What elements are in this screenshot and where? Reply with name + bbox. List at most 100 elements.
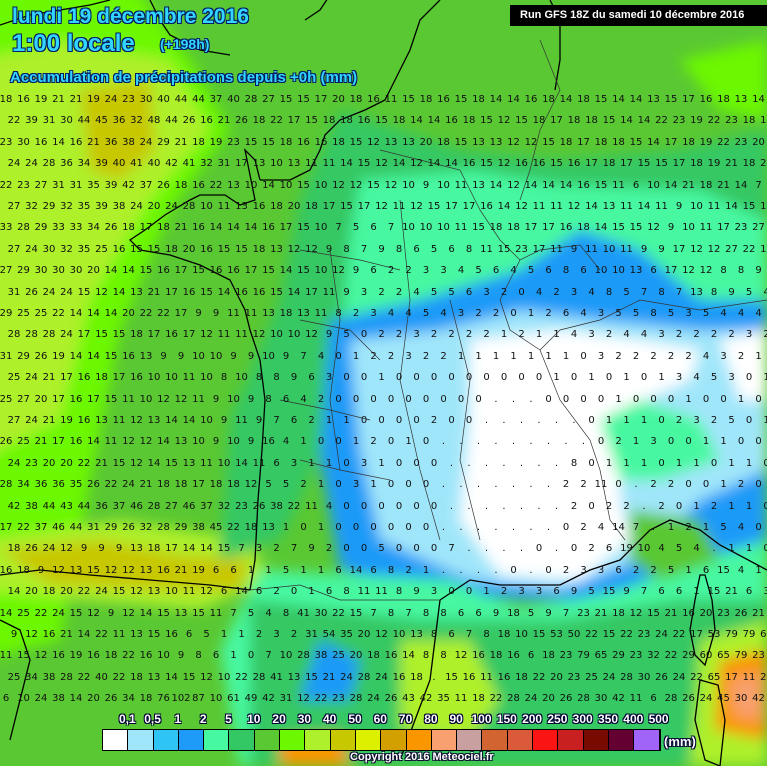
- grid-value: 1: [318, 522, 324, 534]
- grid-value: 0: [606, 372, 612, 384]
- grid-value: 44: [78, 115, 91, 127]
- grid-value: 24: [603, 672, 616, 684]
- grid-value: 5: [343, 329, 349, 341]
- grid-value: 16: [480, 201, 493, 213]
- grid-value: 20: [550, 672, 563, 684]
- grid-value: 15: [218, 244, 231, 256]
- grid-value: 17: [288, 115, 301, 127]
- grid-value: 6: [186, 629, 192, 641]
- grid-value: 18: [612, 608, 625, 620]
- grid-value: 13: [130, 629, 143, 641]
- grid-value: 1: [763, 372, 767, 384]
- grid-value: 21: [70, 94, 83, 106]
- grid-value: 3: [405, 351, 411, 363]
- grid-value: 1: [623, 372, 629, 384]
- grid-value: 28: [183, 201, 196, 213]
- grid-value: 3: [326, 372, 332, 384]
- grid-value: 4: [703, 351, 709, 363]
- grid-value: 0: [440, 394, 446, 406]
- grid-value: 2: [606, 501, 612, 513]
- grid-empty-marker: .: [512, 522, 515, 534]
- grid-value: 18: [130, 329, 143, 341]
- grid-value: 7: [755, 180, 761, 192]
- grid-value: 17: [673, 244, 686, 256]
- grid-value: 15: [630, 222, 643, 234]
- grid-value: 0: [763, 458, 767, 470]
- grid-value: 17: [175, 265, 188, 277]
- grid-value: 15: [140, 265, 153, 277]
- grid-value: 1: [423, 565, 429, 577]
- grid-value: 0: [431, 458, 437, 470]
- grid-value: 17: [87, 394, 100, 406]
- grid-value: 13: [262, 308, 275, 320]
- grid-value: 23: [122, 94, 135, 106]
- grid-empty-marker: .: [502, 501, 505, 513]
- grid-value: 23: [638, 629, 651, 641]
- grid-value: 4: [588, 287, 594, 299]
- grid-value: 5: [283, 479, 289, 491]
- grid-value: 1: [475, 351, 481, 363]
- grid-value: 16: [297, 137, 310, 149]
- grid-value: 30: [315, 608, 328, 620]
- grid-value: 27: [0, 265, 12, 277]
- grid-empty-marker: .: [442, 565, 445, 577]
- grid-empty-marker: .: [555, 415, 558, 427]
- grid-value: 17: [533, 244, 546, 256]
- grid-value: 20: [700, 608, 713, 620]
- grid-value: 22: [655, 115, 668, 127]
- grid-value: 0: [335, 351, 341, 363]
- grid-value: 13: [472, 180, 485, 192]
- grid-value: 1: [405, 436, 411, 448]
- grid-value: 24: [375, 672, 388, 684]
- grid-value: 13: [148, 672, 161, 684]
- grid-value: 26: [105, 222, 118, 234]
- grid-value: 15: [717, 565, 730, 577]
- grid-value: 0: [413, 543, 419, 555]
- grid-value: 10: [402, 222, 415, 234]
- grid-value: 14: [665, 180, 678, 192]
- forecast-time: 1:00 locale: [12, 30, 135, 58]
- grid-value: 11: [210, 608, 223, 620]
- grid-value: 48: [148, 115, 161, 127]
- grid-value: 3: [598, 565, 604, 577]
- grid-value: 2: [685, 522, 691, 534]
- grid-empty-marker: .: [502, 415, 505, 427]
- grid-value: 10: [638, 543, 651, 555]
- grid-value: 10: [262, 351, 275, 363]
- grid-value: 18: [568, 115, 581, 127]
- grid-value: 10: [17, 693, 30, 705]
- grid-value: 0: [483, 372, 489, 384]
- grid-value: 15: [542, 137, 555, 149]
- legend-swatch: [457, 730, 483, 750]
- legend-label: 500: [649, 712, 669, 726]
- grid-value: 18: [165, 244, 178, 256]
- grid-value: 24: [367, 693, 380, 705]
- grid-value: 11: [0, 650, 12, 662]
- grid-value: 0: [641, 372, 647, 384]
- grid-value: 32: [200, 158, 213, 170]
- grid-value: 6: [458, 608, 464, 620]
- grid-empty-marker: .: [520, 501, 523, 513]
- grid-value: 17: [183, 329, 196, 341]
- grid-value: 17: [690, 629, 703, 641]
- grid-value: 26: [760, 672, 767, 684]
- grid-value: 12: [200, 329, 213, 341]
- grid-value: 8: [738, 265, 744, 277]
- grid-value: 4: [598, 522, 604, 534]
- grid-empty-marker: .: [547, 522, 550, 534]
- grid-value: 16: [17, 94, 30, 106]
- grid-value: 8: [563, 265, 569, 277]
- grid-value: 0: [370, 394, 376, 406]
- grid-value: 41: [183, 158, 196, 170]
- grid-value: 13: [735, 94, 748, 106]
- grid-value: 16: [200, 115, 213, 127]
- grid-value: 2: [588, 543, 594, 555]
- grid-value: 12: [122, 436, 135, 448]
- grid-value: 20: [60, 586, 73, 598]
- grid-value: 79: [735, 650, 748, 662]
- grid-value: 29: [105, 522, 118, 534]
- grid-value: 15: [455, 137, 468, 149]
- grid-value: 15: [340, 201, 353, 213]
- grid-value: 14: [350, 565, 363, 577]
- grid-value: 13: [148, 415, 161, 427]
